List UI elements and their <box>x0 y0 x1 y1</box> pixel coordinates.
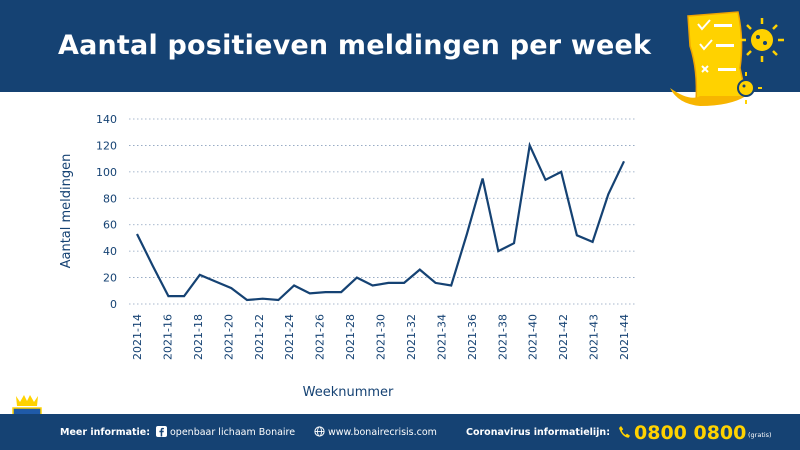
more-info-label: Meer informatie: <box>60 427 151 438</box>
globe-icon <box>314 426 325 437</box>
y-tick-label: 120 <box>96 139 117 152</box>
checklist-virus-icon <box>670 11 784 106</box>
x-tick-label: 2021-30 <box>375 314 388 360</box>
x-tick-label: 2021-24 <box>283 314 296 360</box>
x-tick-label: 2021-42 <box>557 314 570 360</box>
x-tick-label: 2021-36 <box>466 314 479 360</box>
facebook-icon <box>156 426 167 437</box>
hotline-label: Coronavirus informatielijn: <box>466 427 610 438</box>
y-grid <box>129 118 636 305</box>
series-layer <box>136 141 625 302</box>
website-link[interactable]: www.bonairecrisis.com <box>328 427 437 438</box>
y-axis-label: Aantal meldingen <box>59 154 74 269</box>
x-tick-label: 2021-40 <box>527 314 540 360</box>
x-tick-label: 2021-22 <box>253 314 266 360</box>
x-tick-label: 2021-28 <box>344 314 357 360</box>
page-title: Aantal positieven meldingen per week <box>58 30 652 61</box>
x-tick-label: 2021-44 <box>618 314 631 360</box>
x-tick-label: 2021-32 <box>405 314 418 360</box>
x-tick-label: 2021-18 <box>192 314 205 360</box>
facebook-link[interactable]: openbaar lichaam Bonaire <box>170 427 296 438</box>
y-tick-label: 40 <box>103 245 117 258</box>
y-tick-label: 100 <box>96 166 117 179</box>
footer-bar: Meer informatie: openbaar lichaam Bonair… <box>0 414 800 450</box>
y-tick-label: 140 <box>96 113 117 126</box>
phone-note: (gratis) <box>748 431 772 439</box>
x-axis-label: Weeknummer <box>303 385 394 400</box>
y-tick-labels: 0 20 40 60 80 100 120 140 <box>96 113 117 311</box>
x-tick-label: 2021-20 <box>222 314 235 360</box>
x-tick-label: 2021-34 <box>435 314 448 360</box>
line-chart: 0 20 40 60 80 100 120 140 2021-14 2021-16 2021-18… <box>59 113 636 400</box>
hotline-phone-number[interactable]: 0800 0800 <box>634 422 747 444</box>
y-tick-label: 80 <box>103 192 117 205</box>
y-tick-label: 60 <box>103 219 117 232</box>
x-tick-labels: 2021-14 2021-16 2021-18 2021-20 2021-22 2021-… <box>131 314 631 360</box>
phone-icon <box>619 426 630 438</box>
y-tick-label: 20 <box>103 272 117 285</box>
x-tick-label: 2021-38 <box>496 314 509 360</box>
x-tick-label: 2021-14 <box>131 314 144 360</box>
y-tick-label: 0 <box>110 298 117 311</box>
x-tick-label: 2021-43 <box>588 314 601 360</box>
x-tick-label: 2021-26 <box>314 314 327 360</box>
x-tick-label: 2021-16 <box>161 314 174 360</box>
series-line <box>136 141 625 302</box>
header-bar: Aantal positieven meldingen per week <box>0 0 800 92</box>
